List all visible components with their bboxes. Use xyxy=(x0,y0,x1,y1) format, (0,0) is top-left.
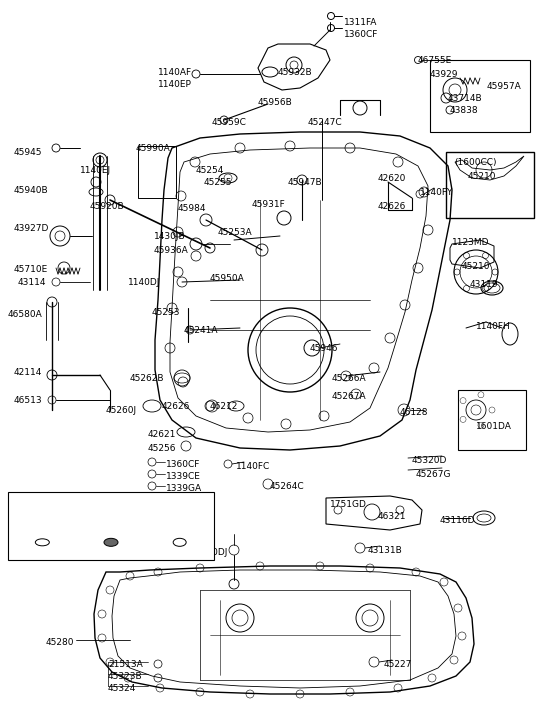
Text: 45945: 45945 xyxy=(14,148,42,157)
Text: 45959C: 45959C xyxy=(212,118,247,127)
Text: 45940B: 45940B xyxy=(14,186,49,195)
Text: 45990A: 45990A xyxy=(136,144,171,153)
Ellipse shape xyxy=(173,538,186,546)
Text: 1339CE: 1339CE xyxy=(166,472,201,481)
Text: 45957A: 45957A xyxy=(487,82,522,91)
Text: 45253A: 45253A xyxy=(218,228,253,237)
Text: 43929: 43929 xyxy=(430,70,459,79)
Text: 45280: 45280 xyxy=(46,638,74,647)
Text: 46321: 46321 xyxy=(378,512,406,521)
Text: 42626: 42626 xyxy=(378,202,406,211)
Text: 46755E: 46755E xyxy=(418,56,452,65)
Text: 1123MD: 1123MD xyxy=(452,238,489,247)
Text: 45267A: 45267A xyxy=(332,392,366,401)
Text: 1360CF: 1360CF xyxy=(344,30,378,39)
Text: 1360CF: 1360CF xyxy=(166,460,201,469)
Text: 45241A: 45241A xyxy=(184,326,218,335)
Bar xyxy=(446,152,534,218)
Text: 45266A: 45266A xyxy=(332,374,366,383)
Text: 45210: 45210 xyxy=(468,172,496,181)
Text: 1601DA: 1601DA xyxy=(476,422,512,431)
Text: 45920B: 45920B xyxy=(90,202,125,211)
Bar xyxy=(138,146,176,198)
Ellipse shape xyxy=(35,539,49,546)
Text: 42114: 42114 xyxy=(14,368,42,377)
Text: 43714B: 43714B xyxy=(448,94,482,103)
Text: 45253: 45253 xyxy=(152,308,180,317)
Text: 46212G: 46212G xyxy=(88,504,124,513)
Text: 46513: 46513 xyxy=(14,396,43,405)
Text: 1140AF: 1140AF xyxy=(158,68,192,77)
Bar xyxy=(8,492,214,560)
Text: 1311FA: 1311FA xyxy=(344,18,377,27)
Text: 43114: 43114 xyxy=(18,278,47,287)
Text: 1339GA: 1339GA xyxy=(166,484,202,493)
Text: 45255: 45255 xyxy=(204,178,233,187)
Text: 45256: 45256 xyxy=(148,444,177,453)
Text: 45320D: 45320D xyxy=(412,456,447,465)
Text: 46128: 46128 xyxy=(400,408,429,417)
Text: 42621: 42621 xyxy=(148,430,176,439)
Text: 45254: 45254 xyxy=(196,166,224,175)
Text: 45946: 45946 xyxy=(310,344,339,353)
Text: 1140EJ: 1140EJ xyxy=(80,166,111,175)
Text: 45254A: 45254A xyxy=(148,504,183,513)
Text: 45260J: 45260J xyxy=(106,406,137,415)
Text: 42626: 42626 xyxy=(162,402,190,411)
Text: 45956B: 45956B xyxy=(258,98,293,107)
Text: 45936A: 45936A xyxy=(154,246,189,255)
Text: (1600CC): (1600CC) xyxy=(454,158,496,167)
Text: 1140DJ: 1140DJ xyxy=(196,548,228,557)
Text: 45323B: 45323B xyxy=(108,672,143,681)
Text: 1140FY: 1140FY xyxy=(420,188,453,197)
Bar xyxy=(458,390,526,450)
Text: 45984: 45984 xyxy=(178,204,207,213)
Text: 1140EP: 1140EP xyxy=(158,80,192,89)
Text: 45267G: 45267G xyxy=(416,470,451,479)
Text: 1140DJ: 1140DJ xyxy=(128,278,160,287)
Text: 1140FH: 1140FH xyxy=(476,322,511,331)
Text: 1430JB: 1430JB xyxy=(154,232,185,241)
Text: 45932B: 45932B xyxy=(278,68,313,77)
Text: 21513: 21513 xyxy=(28,504,56,513)
Text: 45324: 45324 xyxy=(108,684,137,693)
Text: 45227: 45227 xyxy=(384,660,412,669)
Text: 1751GD: 1751GD xyxy=(330,500,367,509)
Text: 43927D: 43927D xyxy=(14,224,49,233)
Text: 42620: 42620 xyxy=(378,174,406,183)
Text: 45262B: 45262B xyxy=(130,374,165,383)
Text: 43119: 43119 xyxy=(470,280,499,289)
Text: 46212: 46212 xyxy=(210,402,238,411)
Text: 1140FC: 1140FC xyxy=(236,462,270,471)
Text: 43116D: 43116D xyxy=(440,516,475,525)
Text: 45710E: 45710E xyxy=(14,265,48,274)
Text: 45264C: 45264C xyxy=(270,482,305,491)
Text: 45210: 45210 xyxy=(462,262,491,271)
Text: 21513A: 21513A xyxy=(108,660,143,669)
Text: 45947B: 45947B xyxy=(288,178,322,187)
Text: 46580A: 46580A xyxy=(8,310,43,319)
Text: 45950A: 45950A xyxy=(210,274,245,283)
Ellipse shape xyxy=(104,538,118,546)
Bar xyxy=(430,60,530,132)
Text: 43838: 43838 xyxy=(450,106,479,115)
Text: 45931F: 45931F xyxy=(252,200,286,209)
Text: 43131B: 43131B xyxy=(368,546,403,555)
Text: 45247C: 45247C xyxy=(308,118,343,127)
